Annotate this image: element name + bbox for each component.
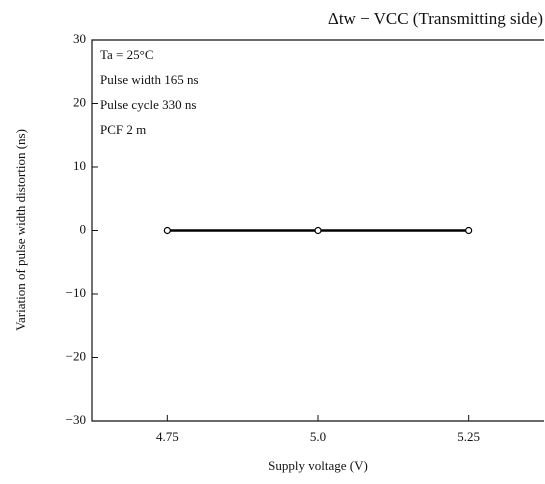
- y-tick-label: −10: [66, 285, 86, 300]
- y-axis-label: Variation of pulse width distortion (ns): [13, 129, 28, 331]
- x-tick-label: 5.0: [310, 429, 326, 444]
- x-tick-label: 4.75: [156, 429, 179, 444]
- data-point: [163, 226, 171, 235]
- annotation: Ta = 25°C: [100, 47, 154, 62]
- y-tick-label: 30: [73, 31, 86, 46]
- chart-title: Δtw − VCC (Transmitting side): [328, 9, 543, 28]
- x-tick-label: 5.25: [457, 429, 480, 444]
- y-tick-label: −30: [66, 412, 86, 427]
- annotation: Pulse cycle 330 ns: [100, 97, 196, 112]
- y-tick-label: 0: [80, 221, 87, 236]
- annotation: PCF 2 m: [100, 122, 146, 137]
- y-tick-label: 10: [73, 158, 86, 173]
- data-point: [314, 226, 322, 235]
- data-point: [465, 226, 473, 235]
- annotation: Pulse width 165 ns: [100, 72, 199, 87]
- x-axis-label: Supply voltage (V): [268, 458, 368, 473]
- y-tick-label: −20: [66, 348, 86, 363]
- y-tick-label: 20: [73, 94, 86, 109]
